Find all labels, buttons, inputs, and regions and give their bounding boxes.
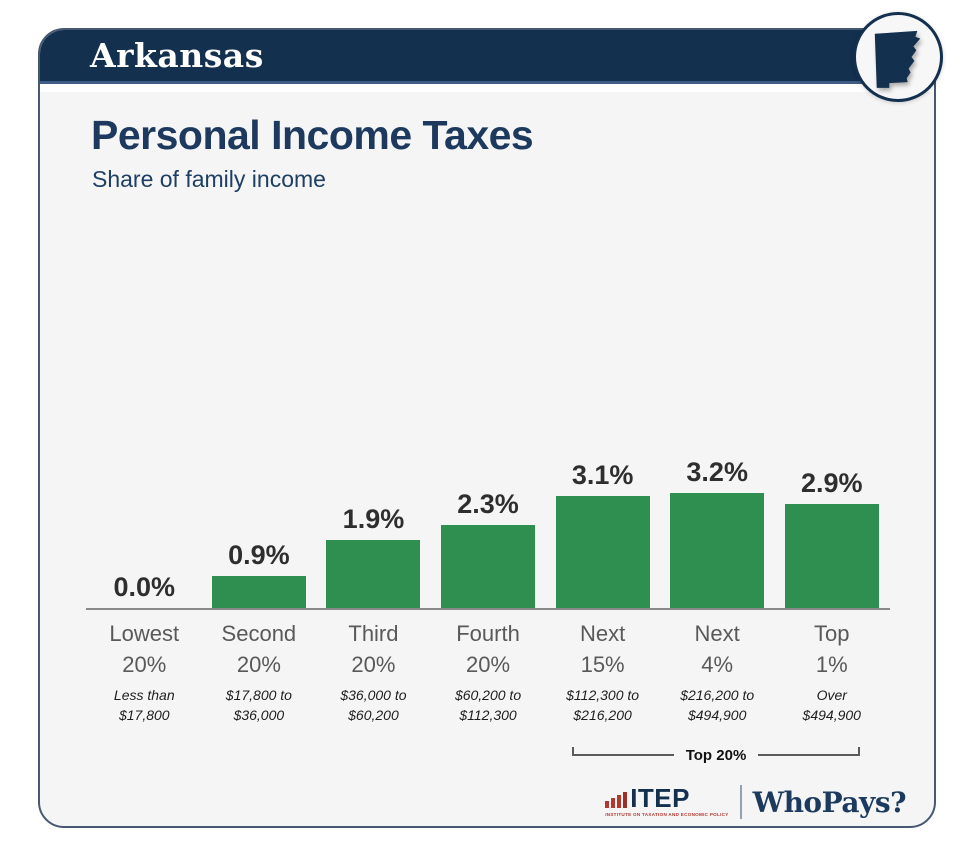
income-range-line: $17,800: [118, 707, 170, 724]
category-label-line: Second: [221, 621, 297, 646]
bar: [326, 540, 421, 608]
top20-bracket: Top 20%: [572, 747, 861, 764]
bar-column-7: 2.9%: [774, 448, 889, 608]
category-label-line: 20%: [122, 651, 167, 677]
itep-bars-icon: [605, 791, 628, 810]
income-range-line: $17,800 to: [225, 687, 292, 703]
itep-logo-top: ITEP: [605, 783, 690, 814]
category-label-line: Next: [579, 621, 626, 646]
bar-value-label: 2.9%: [800, 468, 863, 498]
income-range-line: $36,000: [233, 707, 285, 724]
category-labels-row: Lowest 20% Second 20% Third 20% Fourth 20% Next 1…: [87, 619, 889, 681]
income-range-line: $216,200 to: [680, 687, 755, 703]
income-range-labels-row: Less than $17,800 $17,800 to $36,000 $36,000…: [87, 685, 889, 726]
bar-column-5: 3.1%: [545, 448, 660, 608]
income-range-label-6: $216,200 to $494,900: [660, 685, 775, 726]
income-range-line: $494,900: [687, 707, 747, 724]
income-range-label-3: $36,000 to $60,200: [316, 685, 431, 726]
category-label-7: Top 1%: [774, 619, 889, 681]
state-badge: [853, 12, 943, 102]
bar-column-4: 2.3%: [431, 448, 546, 608]
bar-column-1: 0.0%: [87, 448, 202, 608]
category-label-line: Fourth: [456, 621, 520, 646]
category-label-line: 20%: [236, 651, 281, 677]
page-title: Personal Income Taxes: [91, 112, 534, 158]
bar-value-label: 0.0%: [113, 572, 176, 602]
income-range-label-4: $60,200 to $112,300: [431, 685, 546, 726]
category-label-3: Third 20%: [316, 619, 431, 681]
category-label-line: Next: [694, 621, 740, 646]
itep-wordmark: ITEP: [630, 783, 690, 814]
bracket-right-segment: [758, 747, 861, 756]
category-label-5: Next 15%: [545, 619, 660, 681]
income-range-line: $216,200: [573, 707, 632, 724]
income-range-line: $36,000 to: [340, 687, 407, 703]
footer-logos: ITEP INSTITUTE ON TAXATION AND ECONOMIC …: [605, 783, 907, 819]
category-label-line: 1%: [815, 651, 848, 677]
header-divider: [40, 84, 934, 92]
bar: [211, 576, 306, 608]
income-range-label-7: Over $494,900: [774, 685, 889, 726]
bar-column-3: 1.9%: [316, 448, 431, 608]
category-label-line: 20%: [351, 651, 396, 677]
bar-value-label: 0.9%: [228, 540, 290, 570]
itep-logo: ITEP INSTITUTE ON TAXATION AND ECONOMIC …: [605, 783, 729, 817]
x-axis-line: [86, 608, 890, 610]
bar-value-label: 2.3%: [457, 489, 519, 519]
category-label-line: Third: [348, 621, 399, 646]
category-label-line: 15%: [580, 651, 625, 677]
bar-column-2: 0.9%: [202, 448, 317, 608]
bracket-left-segment: [572, 747, 674, 756]
income-range-line: $60,200 to: [454, 687, 522, 703]
category-label-line: Lowest: [109, 621, 180, 646]
category-label-2: Second 20%: [202, 619, 317, 681]
bar-value-label: 1.9%: [342, 504, 405, 534]
income-range-line: $112,300 to: [566, 687, 640, 703]
whopays-wordmark: WhoPays?: [752, 785, 907, 819]
category-label-line: 20%: [466, 651, 511, 677]
income-range-label-5: $112,300 to $216,200: [545, 685, 660, 726]
income-range-label-1: Less than $17,800: [87, 685, 202, 726]
category-label-6: Next 4%: [660, 619, 775, 681]
page-subtitle: Share of family income: [92, 166, 326, 192]
bar: [784, 504, 879, 608]
bar: [555, 496, 650, 608]
category-label-line: 4%: [701, 651, 734, 677]
income-range-line: $60,200: [348, 707, 399, 724]
bar-value-label: 3.1%: [571, 460, 634, 490]
category-label-1: Lowest 20%: [87, 619, 202, 681]
income-range-line: $112,300: [459, 707, 517, 724]
bar: [670, 493, 765, 608]
income-range-line: Over: [816, 687, 847, 703]
header-bar: Arkansas: [40, 30, 934, 84]
state-name: Arkansas: [90, 36, 264, 75]
bar-chart: 0.0% 0.9% 1.9% 2.3% 3.1% 3.2% 2.9%: [87, 448, 889, 608]
bracket-label: Top 20%: [685, 747, 747, 764]
bar-column-6: 3.2%: [660, 448, 775, 608]
category-label-4: Fourth 20%: [431, 619, 546, 681]
bar: [441, 525, 536, 608]
income-range-line: $494,900: [802, 707, 861, 724]
logo-divider: [739, 785, 742, 819]
income-range-label-2: $17,800 to $36,000: [202, 685, 317, 726]
report-card: Arkansas Personal Income Taxes Share of …: [38, 28, 936, 828]
category-label-line: Top: [814, 621, 850, 646]
arkansas-state-icon: [874, 30, 921, 88]
income-range-line: Less than: [113, 687, 175, 703]
bar-value-label: 3.2%: [686, 457, 748, 487]
itep-tagline: INSTITUTE ON TAXATION AND ECONOMIC POLIC…: [605, 811, 729, 817]
